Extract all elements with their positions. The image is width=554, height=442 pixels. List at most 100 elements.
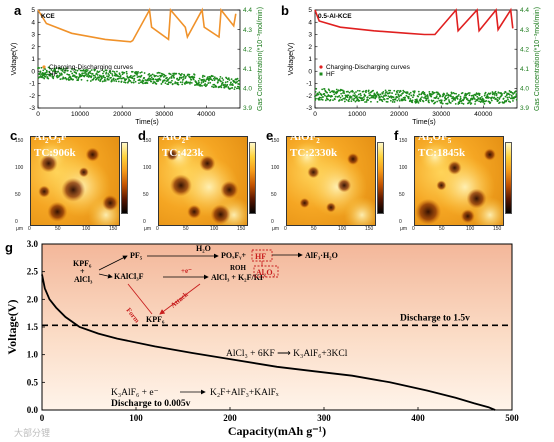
bright-region <box>420 142 450 172</box>
panel-a: a 5 4 3 2 1 0 -1 -2 -3 4.4 4.3 4.2 4.1 4.0 3.9 0 10000 20… <box>0 0 277 128</box>
panel-letter-a: a <box>14 3 22 18</box>
y-right-tick-label: 4.1 <box>243 66 252 73</box>
map-panel-c: c Al2O3F TC:906k 150 100 50 0 0 50 100 150 μm <box>4 128 132 238</box>
hf-point <box>150 74 153 77</box>
hf-point <box>435 95 438 97</box>
hf-point <box>137 70 139 73</box>
hf-point <box>78 68 80 70</box>
hf-point <box>433 91 436 94</box>
hf-point <box>133 77 136 80</box>
hf-point <box>184 83 186 85</box>
hf-point <box>380 95 383 98</box>
hf-point <box>508 93 511 96</box>
formula-part: F <box>185 131 192 143</box>
hf-point <box>442 94 445 97</box>
hf-point <box>69 76 72 79</box>
hf-point <box>389 89 392 92</box>
hf-point <box>462 103 465 105</box>
hf-point <box>182 78 185 81</box>
formula-part: Al <box>418 131 429 143</box>
hf-point <box>112 78 115 80</box>
hf-point <box>180 74 182 77</box>
x-tick-label: 0 <box>313 111 317 118</box>
afm-texture <box>292 142 375 225</box>
formula-part: OF <box>432 131 448 143</box>
hf-point <box>333 98 336 101</box>
hf-point <box>397 89 399 92</box>
hf-point <box>182 76 185 78</box>
y-left-tick-label: -1 <box>29 81 35 88</box>
hf-point <box>236 77 239 80</box>
hf-point <box>413 90 416 93</box>
scheme-po: POₓFᵧ+ <box>221 251 247 260</box>
hf-point <box>84 71 87 74</box>
reaction-bottom-right: K₂F+AlF₃+KAlFₓ <box>210 388 279 398</box>
afm-map-e <box>286 136 376 226</box>
hf-point <box>459 95 462 98</box>
hf-point <box>177 83 180 86</box>
formula-sub: 3 <box>57 137 61 146</box>
hf-point <box>109 70 112 73</box>
y-left-tick-label: 0 <box>31 68 35 75</box>
hf-point <box>499 101 501 104</box>
map-y-tick: 0 <box>15 219 18 225</box>
dark-region <box>460 209 475 224</box>
hf-point <box>422 90 425 93</box>
hf-point <box>106 77 109 80</box>
x-tick-label: 30000 <box>432 111 450 118</box>
hf-point <box>105 69 108 72</box>
x-tick-label: 100 <box>129 413 143 423</box>
hf-point <box>138 82 140 85</box>
formula-part: Al <box>34 131 45 143</box>
hf-point <box>512 97 515 100</box>
hf-point <box>88 75 91 78</box>
hf-point <box>469 101 471 103</box>
hf-point <box>159 78 162 81</box>
hf-point <box>338 95 341 97</box>
hf-point <box>387 95 390 98</box>
hf-point <box>411 96 414 99</box>
formula-sub: 2 <box>316 137 320 146</box>
colorbar <box>121 142 128 214</box>
hf-point <box>47 66 50 69</box>
x-axis-title: Time(s) <box>135 119 158 126</box>
hf-point <box>515 93 518 96</box>
formula-part: OF <box>301 131 317 143</box>
hf-point <box>407 97 410 100</box>
hf-point <box>484 91 487 94</box>
hf-point <box>132 75 134 78</box>
hf-point <box>158 72 161 74</box>
hf-point <box>61 68 64 71</box>
hf-point <box>219 75 222 78</box>
hf-point <box>102 70 105 73</box>
watermark-text: 大部分锂 <box>14 429 51 439</box>
map-unit: μm <box>400 226 408 232</box>
hf-point <box>446 92 448 95</box>
hf-point <box>63 71 66 74</box>
hf-point <box>54 68 56 71</box>
hf-point <box>417 102 420 104</box>
dark-region <box>220 180 239 199</box>
hf-point <box>70 68 73 70</box>
hf-point <box>225 77 228 80</box>
scheme-alcl3: AlCl₃ <box>74 275 93 284</box>
hf-point <box>318 91 321 94</box>
hf-point <box>441 102 444 105</box>
map-y-tick: 150 <box>143 138 152 144</box>
y-left-tick-label: -1 <box>306 81 312 88</box>
map-y-tick: 0 <box>271 219 274 225</box>
hf-point <box>508 96 511 99</box>
hf-point <box>372 89 375 92</box>
hf-point <box>124 81 127 84</box>
hf-point <box>40 66 43 69</box>
hf-point <box>238 86 241 89</box>
map-formula-label: AlO2F TC:423k <box>162 131 204 159</box>
hf-point <box>502 97 505 100</box>
hf-point <box>314 90 317 93</box>
scheme-kpf6: KPF₆ <box>73 259 92 268</box>
hf-point <box>495 93 498 95</box>
map-x-tick: 100 <box>466 226 475 232</box>
map-x-tick: 0 <box>28 226 31 232</box>
y-left-tick-label: 4 <box>31 19 35 26</box>
hf-point <box>211 85 213 88</box>
